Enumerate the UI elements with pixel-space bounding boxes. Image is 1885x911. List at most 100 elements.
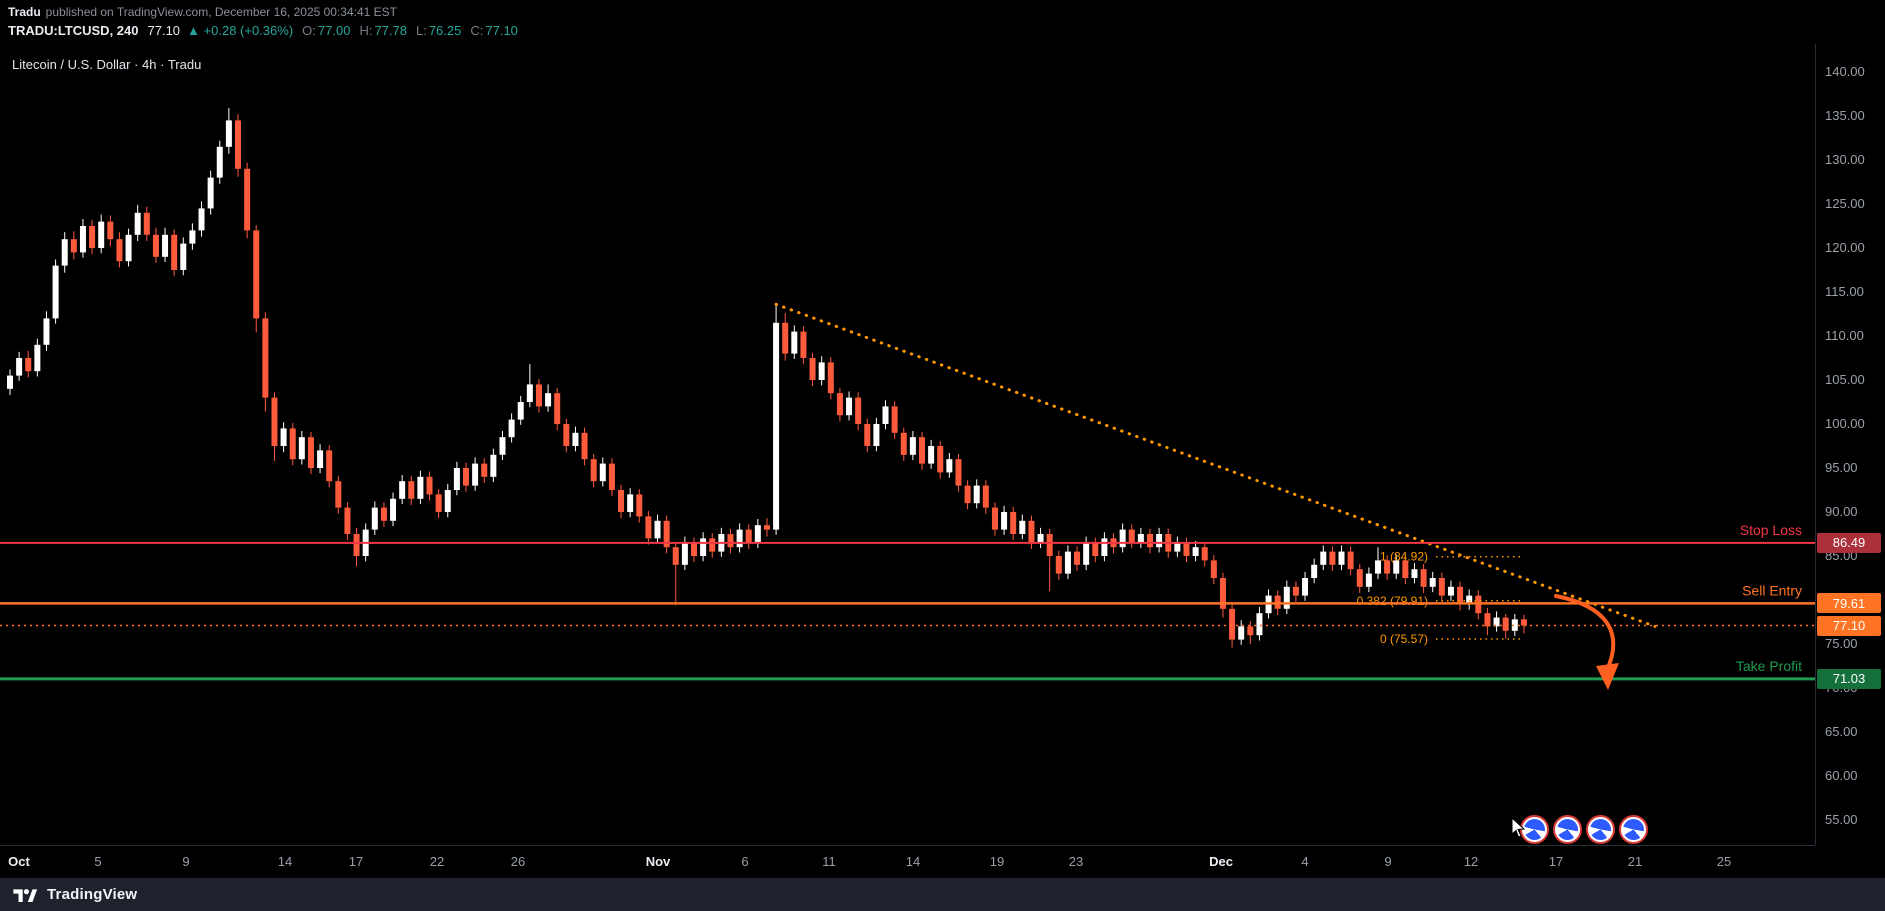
candle-body	[162, 234, 169, 257]
candle-body	[1192, 547, 1199, 556]
reaction-icon[interactable]	[1619, 815, 1648, 844]
time-axis-label: 22	[429, 854, 445, 869]
candle-body	[52, 265, 59, 319]
candle-body	[1037, 534, 1044, 543]
candle-body	[627, 494, 634, 512]
candle-body	[964, 485, 971, 504]
candle-body	[1092, 542, 1099, 556]
reaction-icon[interactable]	[1553, 815, 1582, 844]
candle-body	[691, 542, 697, 556]
price-axis-label: 135.00	[1825, 108, 1865, 123]
time-axis-label: 25	[1716, 854, 1732, 869]
time-axis-label: 23	[1068, 854, 1084, 869]
candle-body	[700, 538, 707, 556]
fib-level-label: 0.382 (79.91)	[1357, 594, 1428, 608]
candle-body	[517, 402, 524, 420]
high-label: H:	[359, 23, 373, 38]
price-axis[interactable]: 86.49 79.61 77.10 71.03 140.00 135.00 130.00 12…	[1815, 44, 1885, 845]
candle-body	[1101, 538, 1108, 556]
candle-body	[581, 432, 588, 460]
reaction-icon[interactable]	[1586, 815, 1615, 844]
candle-body	[1137, 534, 1144, 543]
candle-body	[1083, 542, 1090, 565]
candle-body	[1201, 547, 1208, 561]
candle-body	[280, 428, 287, 446]
time-axis-label: Dec	[1209, 854, 1233, 869]
candle-body	[873, 424, 880, 446]
candle-body	[608, 463, 615, 490]
candle-body	[307, 437, 314, 468]
candle-body	[745, 529, 752, 543]
candle-body	[472, 463, 479, 486]
candle-body	[43, 318, 50, 345]
publish-text: published on TradingView.com, December 1…	[45, 5, 398, 19]
candle-body	[61, 239, 68, 266]
candle-body	[399, 481, 406, 499]
candle-body	[1001, 512, 1008, 530]
candle-body	[1019, 520, 1026, 534]
time-axis-label: 17	[348, 854, 364, 869]
time-axis[interactable]: Oct 5 9 14 17 22 26 Nov 6 11 14 19 23 Dec 4 9 12 17 21 25	[0, 845, 1815, 879]
candle-body	[1347, 551, 1354, 570]
candle-body	[79, 226, 86, 253]
candle-body	[1247, 626, 1254, 636]
symbol-info-bar: TRADU:LTCUSD, 240 77.10 ▲ +0.28 (+0.36%) O:…	[8, 23, 518, 38]
candle-body	[563, 424, 570, 446]
candle-body	[1064, 551, 1071, 574]
candle-body	[572, 432, 579, 446]
candle-body	[1292, 586, 1299, 596]
tradingview-brand[interactable]: TradingView	[47, 886, 138, 903]
candle-body	[262, 318, 269, 398]
time-axis-label: Oct	[8, 854, 30, 869]
candle-body	[25, 358, 32, 372]
candle-body	[463, 468, 469, 486]
fib-level-label: 1 (84.92)	[1380, 550, 1428, 564]
candle-body	[89, 226, 96, 248]
candle-body	[1119, 529, 1126, 548]
stop-loss-price-tag: 86.49	[1817, 532, 1881, 553]
candle-body	[1402, 560, 1409, 578]
stop-loss-label: Stop Loss	[1740, 522, 1802, 538]
candle-body	[736, 529, 743, 548]
last-price: 77.10	[147, 23, 181, 38]
candle-body	[116, 239, 123, 262]
tradingview-logo-icon[interactable]	[12, 886, 39, 903]
candle-body	[955, 459, 962, 486]
candle-body	[353, 534, 360, 556]
candle-body	[982, 485, 989, 508]
candle-body	[672, 547, 679, 565]
time-axis-label: 11	[822, 854, 836, 869]
price-axis-label: 65.00	[1825, 724, 1858, 739]
candle-body	[599, 463, 606, 482]
candle-body	[1074, 551, 1081, 565]
fib-level-label: 0 (75.57)	[1380, 632, 1428, 646]
candle-body	[1156, 534, 1163, 548]
candle-body	[1502, 617, 1509, 631]
price-axis-label: 115.00	[1825, 284, 1864, 299]
price-axis-label: 125.00	[1825, 196, 1865, 211]
candle-body	[426, 476, 433, 495]
candle-body	[827, 362, 834, 394]
candle-body	[937, 446, 944, 473]
candle-body	[417, 476, 424, 499]
open-label: O:	[302, 23, 316, 38]
candle-body	[298, 437, 305, 460]
chart-pane[interactable]: 1 (84.92) 0.382 (79.91) 0 (75.57) Stop Loss…	[0, 44, 1815, 845]
candle-body	[453, 468, 460, 490]
candle-body	[1466, 595, 1473, 605]
candle-body	[7, 375, 13, 389]
candle-body	[1147, 534, 1153, 548]
candle-body	[618, 490, 625, 512]
time-axis-label: 5	[94, 854, 102, 869]
candle-body	[1183, 542, 1190, 556]
candle-body	[864, 424, 871, 446]
candle-body	[882, 406, 889, 424]
candle-body	[855, 397, 862, 424]
candle-body	[809, 358, 816, 380]
candle-body	[499, 437, 506, 455]
time-axis-label: 4	[1301, 854, 1309, 869]
candle-body	[754, 525, 761, 543]
time-axis-label: 6	[741, 854, 749, 869]
high-value: 77.78	[374, 23, 407, 38]
